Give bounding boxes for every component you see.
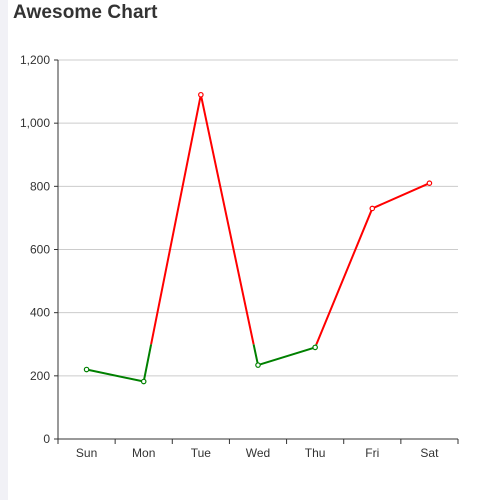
data-point[interactable]: [140, 378, 147, 385]
data-point[interactable]: [426, 180, 433, 186]
x-tick-label: Sat: [420, 446, 439, 460]
grid-lines: [58, 59, 458, 377]
y-tick-label: 800: [30, 179, 50, 193]
x-tick-label: Wed: [246, 446, 270, 460]
x-tick-label: Thu: [305, 446, 326, 460]
series-line-below-threshold: [86, 344, 318, 383]
y-tick-label: 200: [30, 369, 50, 383]
data-points: [83, 91, 433, 385]
data-point[interactable]: [198, 91, 204, 98]
y-tick-label: 1,200: [20, 53, 50, 67]
page-left-strip: [0, 0, 8, 500]
data-point[interactable]: [312, 344, 318, 351]
x-tick-label: Sun: [76, 446, 97, 460]
series-line: [86, 93, 430, 383]
series-line-above-threshold: [150, 93, 430, 345]
data-point[interactable]: [369, 205, 376, 212]
data-point[interactable]: [83, 366, 90, 373]
x-tick-label: Fri: [365, 446, 379, 460]
data-point[interactable]: [255, 362, 261, 368]
y-tick-label: 1,000: [20, 116, 50, 130]
y-tick-label: 0: [43, 432, 50, 446]
x-tick-label: Mon: [132, 446, 155, 460]
y-tick-label: 600: [30, 243, 50, 257]
y-tick-label: 400: [30, 306, 50, 320]
axes: 0 200 400 600 800 1,000 1,200 Sun Mon Tue Wed Thu Fr…: [20, 53, 459, 460]
chart-title: Awesome Chart: [13, 2, 158, 23]
x-tick-label: Tue: [191, 446, 212, 460]
